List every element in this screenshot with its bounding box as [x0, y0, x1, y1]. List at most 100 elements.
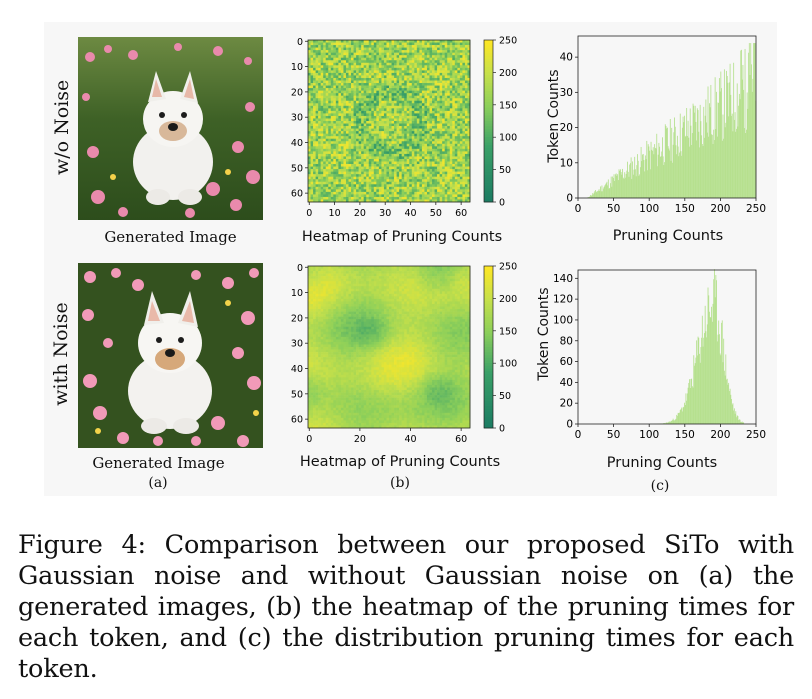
histogram-bar: [695, 357, 697, 424]
heatmap-ytick-label: 0: [297, 263, 303, 274]
heatmap-ytick-label: 30: [291, 113, 303, 124]
histogram-bar: [701, 143, 703, 198]
histogram-bar: [736, 83, 738, 198]
histogram-bar: [629, 163, 631, 198]
histogram-bar: [734, 112, 736, 198]
heatmap-ytick-label: 10: [291, 62, 303, 73]
histogram-bar: [700, 121, 702, 198]
row-label-bottom: with Noise: [50, 302, 72, 406]
histogram-bar: [735, 411, 737, 424]
histogram-bar: [590, 195, 591, 198]
histogram-bar: [737, 416, 739, 424]
histogram-bar: [689, 387, 691, 424]
histogram-bar: [691, 133, 693, 198]
histogram-xtick-label: 250: [746, 203, 766, 215]
histogram-bar: [694, 363, 696, 424]
histogram-bar: [701, 135, 703, 198]
histogram-bar: [607, 185, 609, 198]
histogram-bar: [726, 75, 728, 198]
histogram-ytick-label: 100: [553, 314, 573, 326]
histogram-bar: [738, 419, 740, 424]
histogram-bar: [664, 124, 666, 198]
histogram-bar: [723, 138, 725, 198]
histogram-bar: [709, 103, 710, 198]
histogram-xtick-label: 150: [675, 429, 695, 441]
histogram-bar: [720, 71, 722, 198]
histogram-bar: [708, 295, 710, 424]
histogram-bar: [753, 43, 755, 198]
histogram-bar: [725, 122, 727, 198]
histogram-bar: [723, 69, 725, 198]
histogram-bar: [679, 113, 681, 198]
heatmap-ytick-label: 60: [291, 189, 303, 200]
histogram-bar: [696, 355, 698, 424]
histogram-bar: [715, 129, 717, 198]
histogram-bar: [649, 150, 651, 198]
histogram-bar: [647, 144, 649, 198]
histogram-bar: [671, 420, 673, 424]
histogram-bar: [714, 297, 716, 424]
heatmap-title-top: Heatmap of Pruning Counts: [301, 229, 503, 245]
histogram-bar: [713, 140, 715, 198]
histogram-bar: [617, 180, 619, 198]
histogram-ytick-label: 80: [560, 335, 573, 347]
histogram-bar: [699, 147, 700, 198]
ylabel-top: Token Counts: [546, 69, 562, 163]
histogram-bar: [652, 150, 653, 198]
histogram-bar: [659, 146, 661, 198]
histogram-bar: [688, 382, 690, 424]
histogram-bar: [601, 185, 603, 198]
histogram-bar: [597, 190, 599, 198]
histogram-xtick-label: 200: [710, 429, 730, 441]
histogram-bar: [684, 402, 685, 424]
heatmap-ytick-label: 0: [297, 37, 303, 48]
histogram-bar: [736, 417, 737, 424]
histogram-bar: [722, 362, 724, 424]
histogram-bar: [703, 106, 705, 198]
histogram-bar: [608, 188, 610, 198]
histogram-bar: [632, 174, 634, 198]
row-label-top: w/o Noise: [51, 79, 73, 175]
histogram-bar: [671, 162, 673, 198]
histogram-bar: [695, 121, 697, 198]
histogram-bar: [680, 151, 682, 198]
figure-caption: Figure 4: Comparison between our propose…: [18, 530, 794, 684]
histogram-bar: [690, 378, 692, 424]
histogram-bar: [610, 183, 611, 198]
histogram-bar: [639, 167, 641, 198]
histogram-bar: [666, 128, 668, 198]
histogram-bar: [727, 384, 729, 424]
histogram-bar: [718, 78, 720, 198]
heatmap-xtick-label: 40: [404, 434, 416, 445]
histogram-bar: [593, 192, 595, 198]
histogram-bar: [588, 197, 590, 198]
histogram-bar: [624, 177, 626, 198]
histogram-bar: [649, 169, 651, 198]
histogram-ytick-label: 20: [560, 398, 573, 410]
histogram-bar: [727, 82, 729, 198]
colorbar-tick-label: 150: [499, 100, 517, 111]
histogram-bar: [616, 175, 618, 198]
heatmap-ytick-label: 20: [291, 313, 303, 324]
histogram-bar: [623, 178, 625, 198]
histogram-bar: [705, 331, 707, 424]
histogram-bar: [686, 107, 688, 198]
histogram-bar: [741, 422, 742, 424]
histogram-bar: [702, 346, 704, 424]
heatmap-ytick-label: 40: [291, 138, 303, 149]
histogram-bar: [673, 420, 675, 424]
histogram-bar: [655, 148, 657, 198]
histogram-bar: [726, 378, 728, 424]
histogram-bar: [700, 347, 702, 424]
histogram-bar: [720, 355, 722, 424]
histogram-bar: [602, 188, 604, 198]
histogram-bar: [731, 399, 732, 424]
histogram-bar: [742, 64, 744, 198]
histogram-bar: [704, 305, 706, 424]
histogram-bar: [718, 320, 720, 424]
histogram-bar: [711, 321, 713, 424]
histogram-bar: [731, 113, 733, 198]
histogram-bar: [704, 333, 705, 424]
histogram-bar: [672, 144, 674, 198]
